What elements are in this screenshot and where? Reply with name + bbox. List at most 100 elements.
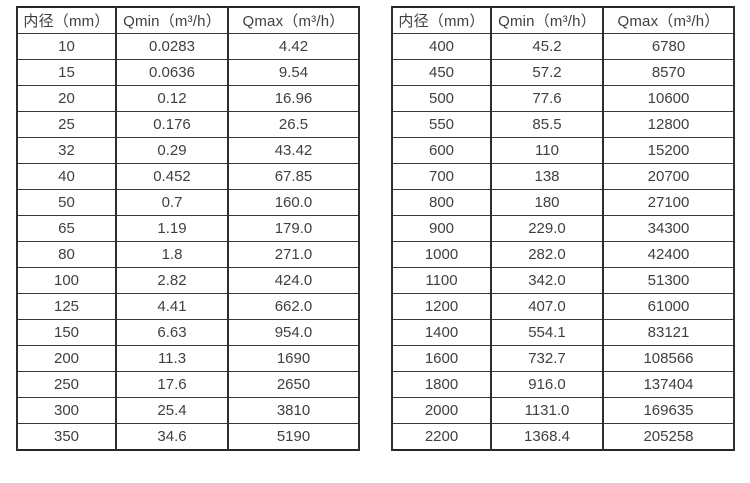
table-cell: 0.7 <box>115 189 229 216</box>
table-cell: 34.6 <box>115 423 229 451</box>
table-cell: 350 <box>16 423 117 451</box>
column-header-qmin: Qmin（m³/h） <box>490 6 604 34</box>
table-cell: 1368.4 <box>490 423 604 451</box>
table-cell: 0.176 <box>115 111 229 138</box>
table-cell: 1200 <box>391 293 492 320</box>
table-cell: 662.0 <box>227 293 360 320</box>
table-row: 1200 407.0 61000 <box>391 293 735 320</box>
table-cell: 32 <box>16 137 117 164</box>
table-cell: 1.8 <box>115 241 229 268</box>
table-row: 900 229.0 34300 <box>391 215 735 242</box>
table-cell: 51300 <box>602 267 735 294</box>
table-row: 700 138 20700 <box>391 163 735 190</box>
table-cell: 20 <box>16 85 117 112</box>
table-cell: 900 <box>391 215 492 242</box>
table-cell: 150 <box>16 319 117 346</box>
table-row: 15 0.0636 9.54 <box>16 59 360 86</box>
table-cell: 16.96 <box>227 85 360 112</box>
table-cell: 0.0636 <box>115 59 229 86</box>
table-row: 300 25.4 3810 <box>16 397 360 424</box>
table-cell: 45.2 <box>490 33 604 60</box>
table-row: 50 0.7 160.0 <box>16 189 360 216</box>
table-cell: 17.6 <box>115 371 229 398</box>
table-cell: 10 <box>16 33 117 60</box>
table-cell: 65 <box>16 215 117 242</box>
table-row: 40 0.452 67.85 <box>16 163 360 190</box>
table-cell: 450 <box>391 59 492 86</box>
table-cell: 43.42 <box>227 137 360 164</box>
table-cell: 342.0 <box>490 267 604 294</box>
table-cell: 6780 <box>602 33 735 60</box>
table-cell: 0.0283 <box>115 33 229 60</box>
table-cell: 500 <box>391 85 492 112</box>
table-cell: 85.5 <box>490 111 604 138</box>
table-row: 500 77.6 10600 <box>391 85 735 112</box>
table-row: 200 11.3 1690 <box>16 345 360 372</box>
table-cell: 8570 <box>602 59 735 86</box>
table-cell: 137404 <box>602 371 735 398</box>
table-cell: 25.4 <box>115 397 229 424</box>
table-cell: 108566 <box>602 345 735 372</box>
table-cell: 179.0 <box>227 215 360 242</box>
table-cell: 169635 <box>602 397 735 424</box>
table-cell: 1131.0 <box>490 397 604 424</box>
table-row: 350 34.6 5190 <box>16 423 360 451</box>
table-cell: 26.5 <box>227 111 360 138</box>
table-cell: 1800 <box>391 371 492 398</box>
table-cell: 15 <box>16 59 117 86</box>
table-cell: 600 <box>391 137 492 164</box>
table-cell: 83121 <box>602 319 735 346</box>
table-row: 550 85.5 12800 <box>391 111 735 138</box>
table-cell: 100 <box>16 267 117 294</box>
table-row: 450 57.2 8570 <box>391 59 735 86</box>
flow-spec-table-large-diameters: 内径（mm） Qmin（m³/h） Qmax（m³/h） 400 45.2 6780… <box>391 6 735 451</box>
table-row: 2200 1368.4 205258 <box>391 423 735 451</box>
table-cell: 5190 <box>227 423 360 451</box>
table-header-row: 内径（mm） Qmin（m³/h） Qmax（m³/h） <box>16 6 360 34</box>
table-cell: 400 <box>391 33 492 60</box>
table-cell: 554.1 <box>490 319 604 346</box>
table-cell: 282.0 <box>490 241 604 268</box>
flow-spec-tables-container: 内径（mm） Qmin（m³/h） Qmax（m³/h） 10 0.0283 4.4… <box>16 6 735 451</box>
table-cell: 27100 <box>602 189 735 216</box>
table-cell: 0.452 <box>115 163 229 190</box>
table-row: 1100 342.0 51300 <box>391 267 735 294</box>
table-row: 20 0.12 16.96 <box>16 85 360 112</box>
table-cell: 9.54 <box>227 59 360 86</box>
table-cell: 200 <box>16 345 117 372</box>
table-cell: 424.0 <box>227 267 360 294</box>
table-cell: 160.0 <box>227 189 360 216</box>
table-row: 100 2.82 424.0 <box>16 267 360 294</box>
table-cell: 2000 <box>391 397 492 424</box>
table-row: 1400 554.1 83121 <box>391 319 735 346</box>
table-cell: 954.0 <box>227 319 360 346</box>
table-cell: 15200 <box>602 137 735 164</box>
table-cell: 12800 <box>602 111 735 138</box>
table-row: 25 0.176 26.5 <box>16 111 360 138</box>
table-cell: 61000 <box>602 293 735 320</box>
table-cell: 180 <box>490 189 604 216</box>
column-header-inner-diameter: 内径（mm） <box>16 6 117 34</box>
table-row: 250 17.6 2650 <box>16 371 360 398</box>
table-cell: 2.82 <box>115 267 229 294</box>
table-cell: 1690 <box>227 345 360 372</box>
table-cell: 6.63 <box>115 319 229 346</box>
column-header-inner-diameter: 内径（mm） <box>391 6 492 34</box>
table-cell: 25 <box>16 111 117 138</box>
table-cell: 138 <box>490 163 604 190</box>
table-cell: 407.0 <box>490 293 604 320</box>
table-cell: 2200 <box>391 423 492 451</box>
column-header-qmax: Qmax（m³/h） <box>602 6 735 34</box>
table-cell: 1000 <box>391 241 492 268</box>
table-cell: 40 <box>16 163 117 190</box>
flow-spec-table-small-diameters: 内径（mm） Qmin（m³/h） Qmax（m³/h） 10 0.0283 4.4… <box>16 6 360 451</box>
table-cell: 1600 <box>391 345 492 372</box>
table-cell: 3810 <box>227 397 360 424</box>
table-cell: 110 <box>490 137 604 164</box>
table-cell: 800 <box>391 189 492 216</box>
table-row: 10 0.0283 4.42 <box>16 33 360 60</box>
table-cell: 550 <box>391 111 492 138</box>
table-cell: 4.42 <box>227 33 360 60</box>
table-cell: 4.41 <box>115 293 229 320</box>
table-body: 10 0.0283 4.42 15 0.0636 9.54 20 0.12 16.96 25 0.1… <box>16 33 360 451</box>
